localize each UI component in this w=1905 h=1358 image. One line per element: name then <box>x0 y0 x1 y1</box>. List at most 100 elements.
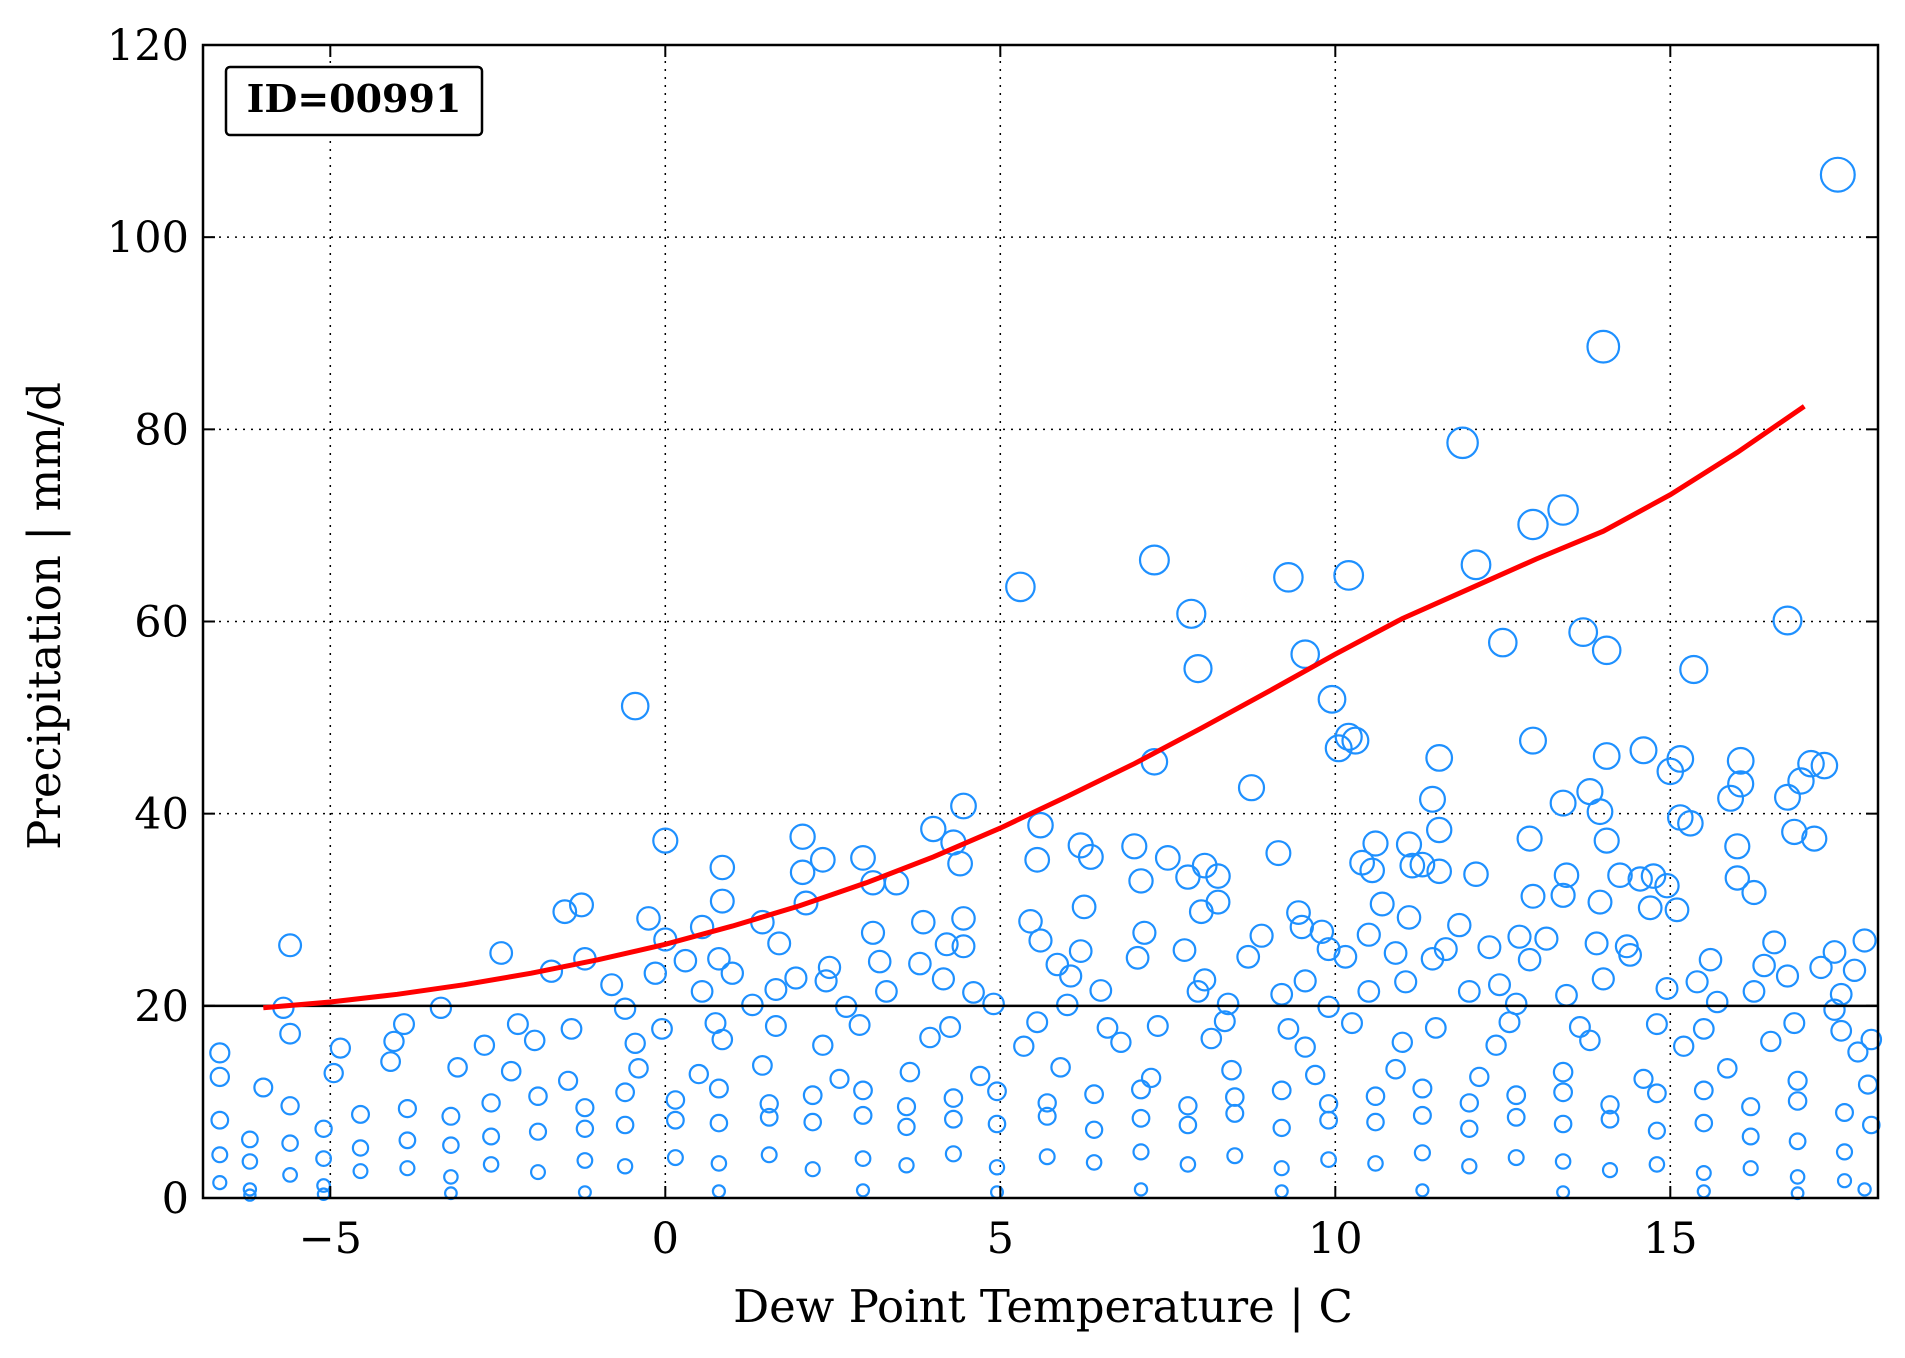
data-point <box>1399 852 1426 879</box>
data-point <box>1128 868 1154 894</box>
data-point <box>1412 1078 1433 1099</box>
data-point <box>1607 862 1633 888</box>
data-point <box>1457 980 1481 1003</box>
data-point <box>759 1107 779 1127</box>
data-point <box>689 914 715 940</box>
data-point <box>951 906 976 931</box>
data-point <box>1225 1103 1245 1123</box>
data-point <box>1068 939 1093 963</box>
data-point <box>707 946 731 971</box>
data-point <box>939 1015 962 1038</box>
data-point <box>944 1109 963 1129</box>
data-point <box>1783 1012 1806 1035</box>
data-point <box>1412 1105 1432 1125</box>
data-point <box>1762 930 1787 955</box>
data-point <box>1696 1184 1711 1199</box>
data-point <box>829 1068 850 1090</box>
data-point <box>1601 1161 1619 1179</box>
data-point <box>1024 846 1051 873</box>
data-point <box>481 1093 501 1113</box>
data-point <box>934 932 959 957</box>
data-point <box>1318 1094 1339 1114</box>
data-point <box>628 1058 649 1079</box>
data-point <box>1089 979 1113 1002</box>
data-point <box>1724 865 1751 891</box>
data-point <box>211 1146 229 1164</box>
data-point <box>1677 809 1704 837</box>
data-point <box>443 1169 459 1185</box>
data-point <box>752 1054 773 1076</box>
data-point <box>1579 1029 1601 1052</box>
data-point <box>804 1161 821 1178</box>
data-point <box>853 1105 873 1125</box>
data-point <box>1633 1068 1654 1090</box>
data-point <box>1293 969 1317 993</box>
data-point <box>1138 544 1170 576</box>
data-point <box>1028 928 1053 953</box>
data-point <box>720 961 745 985</box>
data-point <box>429 996 453 1020</box>
data-point <box>615 1082 635 1103</box>
data-point <box>1717 1058 1738 1079</box>
data-point <box>764 977 788 1001</box>
data-point <box>1018 908 1043 934</box>
data-point <box>351 1104 371 1124</box>
data-point <box>1862 1115 1881 1135</box>
data-point <box>1395 831 1423 858</box>
data-point <box>1836 1173 1853 1189</box>
data-point <box>1176 598 1207 629</box>
data-point <box>620 691 650 721</box>
x-tick-label: −5 <box>299 1214 362 1264</box>
data-point <box>393 1013 416 1036</box>
data-point <box>1341 726 1370 755</box>
data-point <box>1084 1120 1104 1140</box>
data-point <box>1178 1096 1198 1116</box>
data-point <box>1133 1182 1149 1197</box>
y-tick-label: 60 <box>134 598 189 648</box>
data-point <box>1772 605 1803 636</box>
data-point <box>1801 825 1828 852</box>
y-tick-label: 20 <box>134 982 189 1032</box>
data-point <box>789 823 816 850</box>
data-point <box>860 920 886 945</box>
data-point <box>809 846 836 873</box>
data-point <box>615 1115 635 1135</box>
data-point <box>1672 1035 1695 1057</box>
data-point <box>1265 840 1292 867</box>
data-point <box>1077 843 1104 870</box>
data-point <box>323 1062 344 1084</box>
data-point <box>482 1156 500 1173</box>
data-point <box>1383 941 1408 965</box>
data-point <box>1629 736 1658 765</box>
data-point <box>352 1163 369 1180</box>
data-point <box>1517 947 1542 972</box>
data-point <box>528 1086 548 1106</box>
data-point <box>482 1127 501 1146</box>
data-point <box>709 854 736 881</box>
data-point <box>1600 1095 1620 1115</box>
data-point <box>1366 1112 1385 1132</box>
data-point <box>282 1166 299 1183</box>
data-point <box>1694 1113 1714 1133</box>
data-point <box>1271 1080 1292 1101</box>
data-point <box>1415 1183 1430 1198</box>
data-point <box>1477 935 1502 960</box>
data-point <box>1645 1013 1668 1036</box>
data-point <box>1447 912 1472 938</box>
data-point <box>279 1022 302 1045</box>
data-point <box>1391 1031 1414 1054</box>
data-point <box>793 890 819 916</box>
data-point <box>908 951 932 976</box>
data-point <box>1413 1144 1432 1162</box>
data-point <box>1356 922 1381 947</box>
data-point <box>1340 1012 1363 1035</box>
data-point <box>1797 749 1825 778</box>
data-point <box>1655 976 1679 1000</box>
x-tick-label: 10 <box>1308 1214 1363 1264</box>
y-tick-label: 0 <box>162 1174 189 1224</box>
data-point <box>784 966 808 990</box>
data-point <box>351 1139 370 1157</box>
data-point <box>1637 895 1663 921</box>
data-point <box>1200 1027 1223 1050</box>
data-point <box>1273 1160 1290 1177</box>
